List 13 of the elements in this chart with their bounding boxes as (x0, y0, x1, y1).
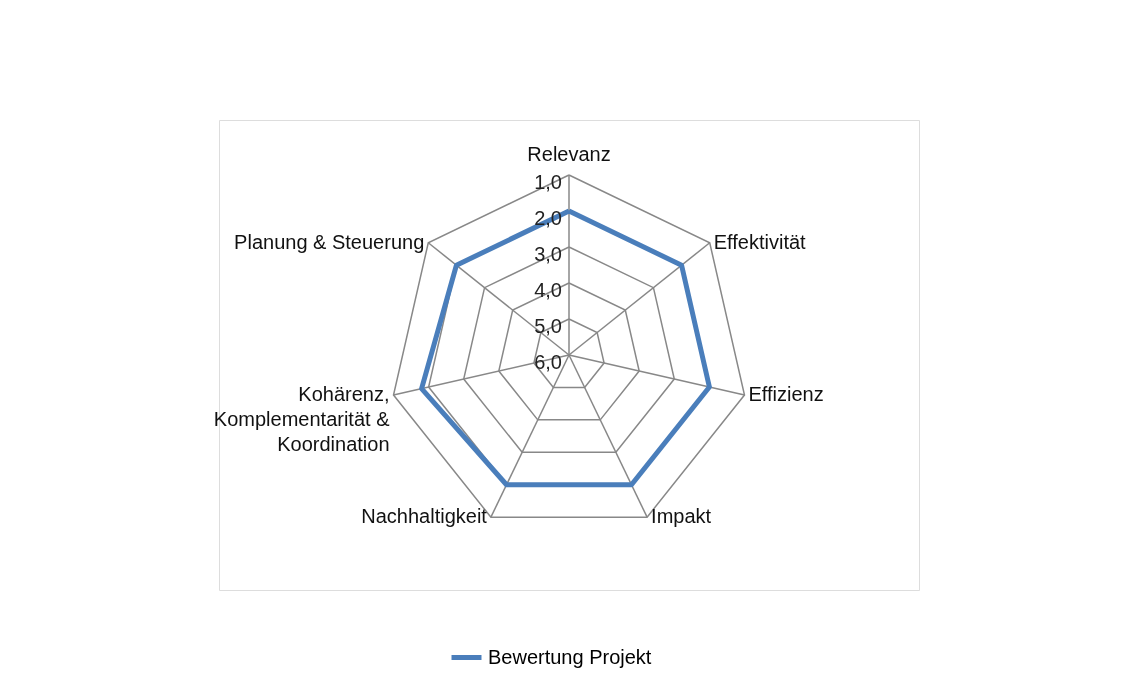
spoke-label: Planung & Steuerung (234, 230, 425, 253)
spoke-label: Kohärenz, Komplementarität & Koordination (213, 383, 391, 456)
spoke-label: Effizienz (748, 383, 824, 406)
spoke-label: Impakt (651, 505, 712, 528)
y-tick-label: 5,0 (534, 315, 562, 337)
spoke-label: Relevanz (527, 143, 611, 165)
y-tick-label: 3,0 (534, 243, 562, 265)
legend-label: Bewertung Projekt (488, 645, 652, 668)
y-tick-label: 6,0 (534, 351, 562, 373)
spoke-label: Effektivität (713, 230, 807, 253)
spoke-label: Nachhaltigkeit (361, 505, 488, 528)
y-tick-label: 1,0 (534, 171, 562, 193)
y-tick-label: 4,0 (534, 279, 562, 301)
